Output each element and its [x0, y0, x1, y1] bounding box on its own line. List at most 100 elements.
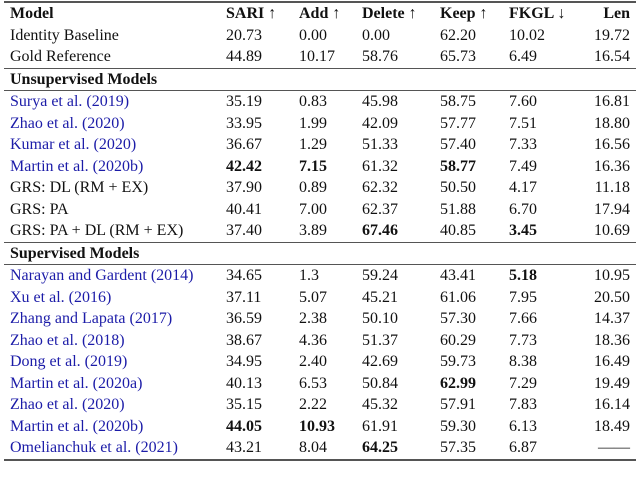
cell-keep: 65.73 [440, 48, 476, 65]
cell-delete: 42.69 [362, 353, 398, 370]
cell-fkgl: 7.95 [509, 288, 537, 306]
cell-fkgl: 4.17 [509, 179, 537, 196]
cell-delete: 45.32 [362, 396, 398, 413]
cell-sari: 44.05 [226, 417, 262, 435]
cell-fkgl: 6.49 [509, 48, 537, 65]
cell-len: 14.37 [594, 310, 630, 327]
col-header-add: Add ↑ [293, 1, 356, 25]
cell-sari: 34.95 [226, 353, 262, 370]
table-row: Xu et al. (2016) 37.11 5.07 45.21 61.06 7.95 2… [4, 287, 636, 309]
cell-keep: 57.77 [440, 114, 476, 132]
cell-add: 10.93 [299, 417, 335, 435]
model-citation-link[interactable]: Xu et al. (2016) [10, 288, 112, 306]
cell-len: 10.69 [594, 222, 630, 239]
table-row: Identity Baseline 20.73 0.00 0.00 62.20 10.02… [4, 25, 636, 47]
model-citation-link[interactable]: Zhao et al. (2020) [10, 114, 125, 132]
header-row: Model SARI ↑ Add ↑ Delete ↑ Keep ↑ FKGL … [4, 1, 636, 25]
table-row: GRS: PA + DL (RM + EX) 37.40 3.89 67.46 40.8… [4, 220, 636, 242]
model-citation-link[interactable]: Kumar et al. (2020) [10, 136, 137, 153]
cell-keep: 61.06 [440, 288, 476, 306]
table-row: Martin et al. (2020a) 40.13 6.53 50.84 62.99… [4, 373, 636, 395]
cell-keep: 50.50 [440, 179, 476, 196]
cell-fkgl: 7.66 [509, 310, 537, 327]
model-citation-link[interactable]: Zhao et al. (2020) [10, 396, 125, 413]
cell-fkgl: 6.70 [509, 200, 537, 218]
cell-fkgl: 7.33 [509, 136, 537, 153]
cell-keep: 62.20 [440, 26, 476, 44]
table-row: Surya et al. (2019) 35.19 0.83 45.98 58.75 7.… [4, 90, 636, 113]
cell-delete: 51.37 [362, 331, 398, 349]
cell-keep: 60.29 [440, 331, 476, 349]
cell-fkgl: 7.60 [503, 90, 579, 113]
cell-sari: 37.40 [226, 222, 262, 239]
cell-sari: 35.19 [220, 90, 293, 113]
cell-len: 16.56 [594, 136, 630, 153]
model-citation-link[interactable]: Surya et al. (2019) [4, 90, 220, 113]
model-citation-link[interactable]: Narayan and Gardent (2014) [4, 264, 220, 287]
cell-len: 11.18 [594, 179, 630, 196]
cell-sari: 44.89 [226, 48, 262, 65]
cell-sari: 35.15 [226, 396, 262, 413]
table-row: GRS: DL (RM + EX) 37.90 0.89 62.32 50.50 4.17… [4, 177, 636, 199]
cell-delete: 62.37 [362, 200, 398, 218]
cell-fkgl: 7.49 [509, 157, 537, 175]
table-row: Zhao et al. (2020) 35.15 2.22 45.32 57.91 7.8… [4, 394, 636, 416]
model-citation-link[interactable]: Martin et al. (2020a) [10, 374, 143, 392]
cell-delete: 45.98 [356, 90, 434, 113]
cell-delete: 61.32 [362, 157, 398, 175]
table-row: Omelianchuk et al. (2021) 43.21 8.04 64.25 5… [4, 437, 636, 461]
cell-add: 8.04 [293, 437, 356, 461]
model-name: Gold Reference [10, 48, 111, 65]
section-title: Unsupervised Models [4, 67, 636, 91]
model-citation-link[interactable]: Dong et al. (2019) [10, 353, 128, 370]
model-citation-link[interactable]: Omelianchuk et al. (2021) [4, 437, 220, 461]
cell-fkgl: 8.38 [509, 353, 537, 370]
cell-add: 2.40 [299, 353, 327, 370]
cell-delete: 50.10 [362, 310, 398, 327]
cell-add: 2.38 [299, 310, 327, 327]
cell-fkgl: 7.83 [509, 396, 537, 413]
table-row: Narayan and Gardent (2014) 34.65 1.3 59.24 4… [4, 264, 636, 287]
col-header-keep: Keep ↑ [434, 1, 503, 25]
cell-sari: 20.73 [226, 26, 262, 44]
model-citation-link[interactable]: Zhang and Lapata (2017) [10, 310, 173, 327]
cell-add: 4.36 [299, 331, 327, 349]
cell-add: 1.3 [293, 264, 356, 287]
cell-delete: 51.33 [362, 136, 398, 153]
cell-delete: 58.76 [362, 48, 398, 65]
table-row: Martin et al. (2020b) 42.42 7.15 61.32 58.77… [4, 156, 636, 178]
cell-len: —— [579, 437, 636, 461]
cell-keep: 57.35 [434, 437, 503, 461]
cell-keep: 58.75 [434, 90, 503, 113]
cell-delete: 45.21 [362, 288, 398, 306]
cell-sari: 36.67 [226, 136, 262, 153]
cell-add: 2.22 [299, 396, 327, 413]
cell-add: 10.17 [299, 48, 335, 65]
cell-keep: 59.30 [440, 417, 476, 435]
section-title: Supervised Models [4, 241, 636, 265]
cell-len: 17.94 [594, 200, 630, 218]
cell-sari: 40.41 [226, 200, 262, 218]
cell-len: 18.36 [594, 331, 630, 349]
cell-keep: 57.40 [440, 136, 476, 153]
cell-sari: 43.21 [220, 437, 293, 461]
model-citation-link[interactable]: Martin et al. (2020b) [10, 417, 144, 435]
cell-sari: 42.42 [226, 157, 262, 175]
table-row: Martin et al. (2020b) 44.05 10.93 61.91 59.3… [4, 416, 636, 438]
cell-len: 16.54 [594, 48, 630, 65]
model-name: GRS: PA + DL (RM + EX) [10, 222, 184, 239]
cell-keep: 51.88 [440, 200, 476, 218]
cell-sari: 37.90 [226, 179, 262, 196]
col-header-fkgl: FKGL ↓ [503, 1, 579, 25]
cell-add: 1.29 [299, 136, 327, 153]
model-citation-link[interactable]: Zhao et al. (2018) [10, 331, 125, 349]
section-header-row: Unsupervised Models [4, 67, 636, 91]
cell-sari: 36.59 [226, 310, 262, 327]
cell-add: 1.99 [299, 114, 327, 132]
model-name: GRS: PA [10, 200, 69, 218]
cell-keep: 59.73 [440, 353, 476, 370]
cell-fkgl: 7.51 [509, 114, 537, 132]
cell-len: 18.49 [594, 417, 630, 435]
model-name: GRS: DL (RM + EX) [10, 179, 149, 196]
model-citation-link[interactable]: Martin et al. (2020b) [10, 157, 144, 175]
